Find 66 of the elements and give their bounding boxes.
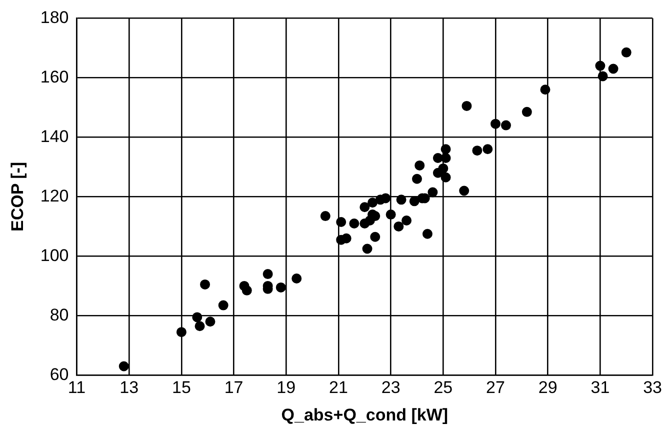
- point: [414, 160, 425, 170]
- point: [621, 47, 632, 58]
- point: [440, 144, 451, 154]
- x-axis-title: Q_abs+Q_cond [kW]: [281, 405, 448, 424]
- x-tick-label: 27: [486, 378, 505, 398]
- point: [540, 84, 550, 95]
- point: [482, 144, 493, 154]
- point: [176, 327, 186, 338]
- point: [349, 218, 360, 228]
- point: [336, 216, 346, 227]
- point: [595, 60, 606, 71]
- y-axis-title: ECOP [-]: [8, 162, 27, 232]
- point: [459, 186, 470, 196]
- y-tick-label: 80: [50, 305, 69, 324]
- point: [598, 71, 608, 82]
- x-tick-label: 13: [120, 378, 139, 398]
- point: [440, 172, 451, 182]
- point: [394, 221, 404, 232]
- x-tick-label: 31: [590, 378, 610, 398]
- y-tick-label: 100: [40, 246, 69, 265]
- point: [242, 285, 252, 296]
- point: [440, 153, 451, 164]
- point: [200, 279, 210, 290]
- x-tick-label: 21: [329, 378, 348, 398]
- point: [422, 228, 432, 239]
- x-tick-label: 15: [172, 378, 191, 398]
- point: [412, 174, 422, 184]
- point: [522, 106, 532, 117]
- y-tick-label: 140: [40, 126, 69, 146]
- point: [118, 361, 129, 372]
- point: [472, 146, 482, 156]
- point: [341, 233, 352, 244]
- point: [402, 216, 412, 226]
- x-tick-label: 17: [224, 378, 244, 398]
- point: [368, 198, 378, 208]
- point: [490, 118, 501, 129]
- point: [462, 100, 472, 111]
- point: [428, 187, 438, 198]
- point: [360, 202, 370, 212]
- point: [292, 274, 302, 284]
- point: [320, 211, 330, 222]
- point: [438, 163, 448, 174]
- point: [205, 316, 216, 327]
- point: [262, 269, 273, 280]
- point: [370, 232, 380, 242]
- x-tick-label: 25: [434, 378, 453, 398]
- x-tick-label: 33: [643, 378, 662, 398]
- y-tick-label: 120: [40, 186, 69, 206]
- x-tick-label: 23: [381, 378, 400, 398]
- point: [409, 196, 420, 206]
- x-tick-label: 29: [538, 378, 558, 398]
- point: [276, 282, 286, 292]
- point: [386, 210, 396, 220]
- x-tick-label: 19: [276, 378, 296, 398]
- point: [380, 193, 391, 204]
- point: [396, 194, 406, 205]
- point: [192, 312, 202, 322]
- point: [194, 321, 205, 332]
- y-tick-label: 160: [40, 67, 69, 86]
- point: [608, 64, 618, 74]
- point: [500, 120, 511, 130]
- x-tick-label: 11: [68, 378, 86, 398]
- y-tick-label: 180: [40, 8, 69, 27]
- point: [362, 244, 372, 254]
- y-tick-label: 60: [50, 364, 69, 384]
- point: [218, 300, 228, 310]
